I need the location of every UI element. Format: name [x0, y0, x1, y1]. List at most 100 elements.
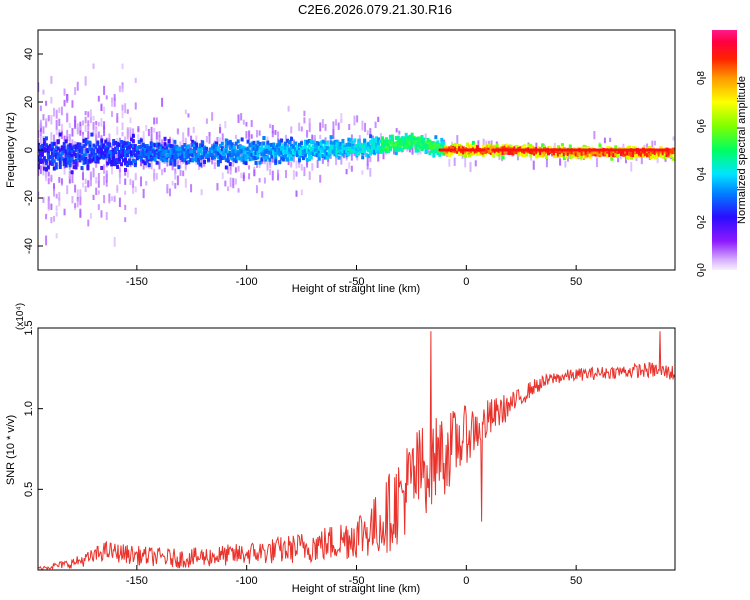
spectrogram-cell — [420, 135, 424, 140]
spectrogram-noise-cell — [84, 110, 87, 116]
spectrogram-noise-cell — [361, 120, 364, 131]
spectrogram-noise-cell — [142, 135, 145, 144]
spectrogram-cell — [40, 159, 44, 164]
spectrogram-noise-cell — [47, 115, 50, 121]
spectrogram-cell — [430, 144, 434, 149]
spectrogram-cell — [414, 142, 418, 147]
spectrogram-cell — [499, 151, 503, 156]
spectrogram-noise-cell — [226, 186, 229, 191]
spectrogram-noise-cell — [74, 141, 77, 147]
spectrogram-cell — [195, 146, 199, 151]
spectrogram-cell — [570, 152, 574, 157]
spectrogram-cell — [384, 146, 388, 151]
spectrogram-cell — [210, 145, 214, 150]
spectrogram-cell — [112, 138, 116, 143]
spectrogram-cell — [80, 156, 84, 161]
spectrogram-cell — [299, 148, 303, 153]
spectrogram-noise-cell — [205, 135, 208, 143]
spectrogram-cell — [394, 151, 398, 156]
spectrogram-cell — [208, 147, 212, 152]
spectrogram-noise-cell — [113, 236, 116, 247]
snr-multiplier: (x10⁴) — [15, 303, 26, 330]
x-tick-label: -50 — [349, 276, 365, 288]
spectrogram-cell — [460, 145, 464, 150]
spectrogram-noise-cell — [290, 126, 293, 134]
spectrogram-cell — [220, 146, 224, 151]
spectrogram-noise-cell — [55, 205, 58, 211]
spectrogram-noise-cell — [111, 111, 114, 117]
spectrogram-noise-cell — [213, 162, 216, 170]
spectrogram-cell — [467, 149, 471, 154]
spectrogram-cell — [256, 140, 260, 145]
spectrogram-cell — [303, 141, 307, 146]
spectrogram-noise-cell — [124, 103, 127, 114]
spectrogram-cell — [157, 151, 161, 156]
spectrogram-cell — [651, 154, 655, 159]
spectrogram-noise-cell — [111, 146, 114, 152]
spectrogram-cell — [123, 141, 127, 146]
spectrogram-cell — [159, 146, 163, 151]
spectrogram-cell — [163, 155, 167, 160]
spectrogram-cell — [96, 140, 100, 145]
spectrogram-cell — [580, 154, 584, 159]
spectrogram-noise-cell — [84, 116, 87, 124]
spectrogram-cell — [428, 145, 432, 150]
spectrogram-cell — [272, 142, 276, 147]
spectrogram-cell — [282, 157, 286, 162]
spectrogram-noise-cell — [92, 63, 95, 69]
spectrogram-noise-cell — [161, 97, 164, 107]
spectrogram-cell — [282, 149, 286, 154]
spectrogram-cell — [161, 158, 165, 163]
spectrogram-noise-cell — [603, 137, 606, 144]
spectrogram-cell — [432, 148, 436, 153]
spectrogram-noise-cell — [248, 173, 251, 180]
spectrogram-cell — [323, 152, 327, 157]
spectrogram-cell — [545, 154, 549, 159]
spectrogram-cell — [398, 138, 402, 143]
spectrogram-noise-cell — [258, 178, 261, 183]
spectrogram-cell — [125, 146, 129, 151]
spectrogram-cell — [412, 137, 416, 142]
spectrogram-cell — [262, 149, 266, 154]
spectrogram-cell — [600, 150, 604, 155]
spectrogram-cell — [345, 148, 349, 153]
spectrogram-cell — [293, 146, 297, 151]
spectrogram-cell — [598, 143, 602, 148]
spectrogram-cell — [210, 152, 214, 157]
spectrogram-noise-cell — [158, 161, 161, 170]
spectrogram-cell — [355, 146, 359, 151]
spectrogram-cell — [377, 137, 381, 142]
spectrogram-noise-cell — [38, 169, 40, 176]
spectrogram-noise-cell — [242, 119, 245, 125]
spectrogram-cell — [224, 138, 228, 143]
spectrogram-noise-cell — [111, 164, 114, 175]
spectrogram-cell — [218, 159, 222, 164]
spectrogram-cell — [319, 153, 323, 158]
spectrogram-cell — [313, 143, 317, 148]
spectrogram-cell — [147, 151, 151, 156]
spectrogram-noise-cell — [103, 121, 106, 131]
spectrogram-cell — [420, 139, 424, 144]
spectrogram-noise-cell — [53, 162, 56, 170]
spectrogram-noise-cell — [248, 165, 251, 170]
spectrogram-cell — [288, 147, 292, 152]
spectrogram-cell — [375, 136, 379, 141]
spectrogram-noise-cell — [38, 191, 40, 197]
spectrogram-noise-cell — [232, 183, 235, 189]
spectrogram-noise-cell — [68, 176, 71, 184]
spectrogram-cell — [560, 143, 564, 148]
spectrogram-noise-cell — [79, 189, 82, 197]
y-tick-label: -40 — [23, 238, 35, 254]
spectrogram-cell — [396, 146, 400, 151]
spectrogram-noise-cell — [364, 122, 367, 132]
spectrogram-cell — [173, 160, 177, 165]
spectrogram-cell — [406, 143, 410, 148]
spectrogram-cell — [203, 147, 207, 152]
spectrogram-cell — [335, 143, 339, 148]
spectrogram-cell — [226, 156, 230, 161]
spectrogram-cell — [177, 149, 181, 154]
x-tick-label: 0 — [463, 575, 469, 587]
spectrogram-cell — [92, 156, 96, 161]
spectrogram-noise-cell — [95, 128, 98, 135]
